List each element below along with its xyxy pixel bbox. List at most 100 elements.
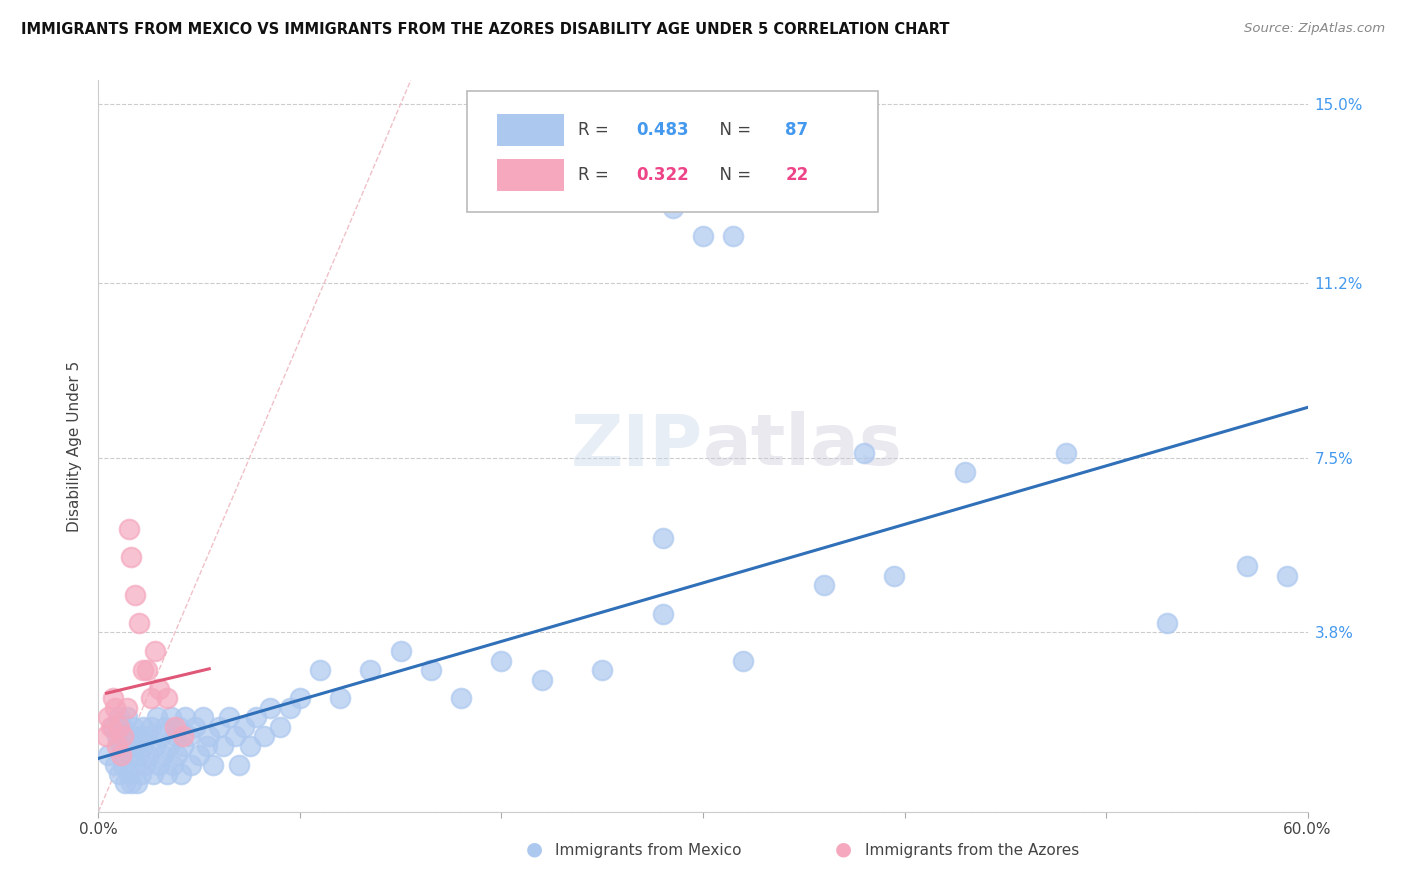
Point [124,739,146,753]
Point [651,531,673,545]
Point [111,757,134,772]
Point [953,465,976,479]
Point [120,748,142,763]
Point [132,663,155,677]
Point [245,710,267,724]
Point [118,767,141,781]
Text: ●: ● [835,839,852,858]
Point [143,644,166,658]
Point [883,568,905,582]
Y-axis label: Disability Age Under 5: Disability Age Under 5 [67,360,83,532]
Point [224,729,246,743]
Point [101,691,124,706]
Point [813,578,835,592]
Point [115,710,138,724]
Text: 0.483: 0.483 [637,121,689,139]
Point [148,757,170,772]
Point [420,663,443,677]
Point [125,776,148,790]
Point [132,739,155,753]
Point [184,720,207,734]
Point [143,739,166,753]
Point [111,729,134,743]
Text: Source: ZipAtlas.com: Source: ZipAtlas.com [1244,22,1385,36]
Point [188,748,211,763]
Text: IMMIGRANTS FROM MEXICO VS IMMIGRANTS FROM THE AZORES DISABILITY AGE UNDER 5 CORR: IMMIGRANTS FROM MEXICO VS IMMIGRANTS FRO… [21,22,949,37]
Point [139,720,162,734]
Point [180,757,202,772]
Text: ZIP: ZIP [571,411,703,481]
Text: R =: R = [578,167,614,185]
Point [138,748,160,763]
Text: Immigrants from Mexico: Immigrants from Mexico [555,843,742,858]
Point [118,522,141,536]
Text: R =: R = [578,121,614,139]
Point [160,710,183,724]
Point [198,729,221,743]
Point [218,710,240,724]
Point [179,729,201,743]
Point [107,710,129,724]
Point [121,720,143,734]
Point [118,729,141,743]
Point [110,739,132,753]
Point [135,729,157,743]
Point [591,663,613,677]
Point [120,549,142,564]
Text: 87: 87 [785,121,808,139]
Text: 22: 22 [785,167,808,185]
Point [100,720,122,734]
Point [97,710,120,724]
Point [115,701,138,715]
Point [193,710,215,724]
Point [853,446,876,460]
Point [661,201,683,215]
Point [132,720,155,734]
Point [530,673,553,687]
Point [162,757,184,772]
Point [269,720,291,734]
Point [128,748,150,763]
Point [96,729,118,743]
Point [153,720,176,734]
Point [148,681,170,696]
Point [1277,568,1299,582]
Point [128,615,150,630]
Point [1054,446,1077,460]
Point [142,767,165,781]
Text: N =: N = [709,121,756,139]
Point [111,720,134,734]
Point [309,663,332,677]
Text: atlas: atlas [703,411,903,481]
Point [105,739,128,753]
Point [124,588,146,602]
Point [1236,559,1258,574]
Point [120,776,142,790]
Point [239,739,262,753]
Point [651,607,673,621]
Point [156,767,179,781]
Point [135,663,157,677]
Point [208,720,231,734]
Point [232,720,254,734]
Point [167,720,190,734]
Point [103,701,125,715]
Point [733,654,755,668]
Point [278,701,301,715]
Text: ●: ● [526,839,543,858]
Point [149,729,172,743]
Point [170,767,193,781]
Text: N =: N = [709,167,756,185]
Point [124,757,146,772]
Point [174,710,197,724]
Point [212,739,235,753]
Point [114,776,136,790]
Point [163,729,186,743]
Point [253,729,276,743]
Point [129,767,152,781]
Point [139,691,162,706]
Point [389,644,412,658]
Point [146,710,169,724]
Point [163,720,186,734]
Point [115,739,138,753]
